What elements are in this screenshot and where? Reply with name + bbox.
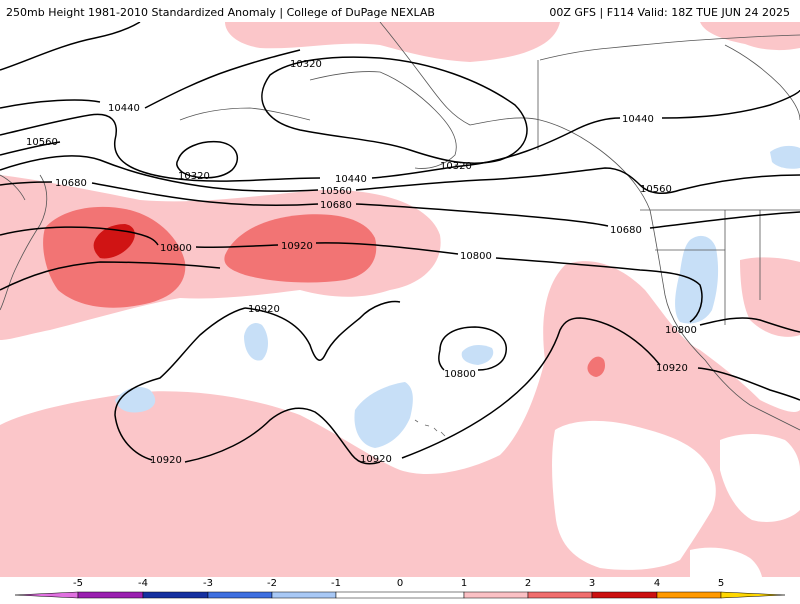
legend-tick: -4 — [138, 578, 148, 589]
height-contours — [0, 22, 800, 465]
contour-label: 10920 — [656, 363, 688, 374]
model-run-info: 00Z GFS | F114 Valid: 18Z TUE JUN 24 202… — [549, 6, 790, 19]
anomaly-fill-positive-2 — [43, 206, 606, 377]
contour-label: 10560 — [26, 137, 58, 148]
legend-tick: 5 — [718, 578, 724, 589]
contour-label: 10920 — [248, 304, 280, 315]
legend-tick: -2 — [267, 578, 277, 589]
contour-label: 10560 — [320, 186, 352, 197]
legend-tick: 3 — [589, 578, 595, 589]
color-scale-legend: -5 -4 -3 -2 -1 0 1 2 3 4 5 — [0, 577, 800, 600]
contour-label: 10920 — [281, 241, 313, 252]
contour-label: 10680 — [320, 200, 352, 211]
contour-label: 10440 — [335, 174, 367, 185]
legend-tick: 1 — [461, 578, 467, 589]
legend-swatch — [591, 591, 658, 599]
anomaly-fill-positive-3 — [93, 224, 135, 259]
legend-tick: -5 — [73, 578, 83, 589]
legend-tick: -3 — [203, 578, 213, 589]
header-bar: 250mb Height 1981-2010 Standardized Anom… — [0, 0, 800, 22]
map-title: 250mb Height 1981-2010 Standardized Anom… — [6, 6, 435, 19]
contour-label: 10800 — [160, 243, 192, 254]
contour-label: 10920 — [360, 454, 392, 465]
anomaly-map: 10440 10320 10320 10320 10440 10440 1056… — [0, 22, 800, 577]
hawaiian-islands — [414, 419, 446, 437]
contour-label: 10560 — [640, 184, 672, 195]
neutral-areas — [552, 420, 800, 577]
legend-swatch — [77, 591, 144, 599]
contour-label: 10800 — [665, 325, 697, 336]
legend-swatch — [335, 591, 465, 599]
contour-label: 10320 — [290, 59, 322, 70]
legend-swatch — [207, 591, 273, 599]
legend-swatch — [720, 591, 786, 599]
coastlines — [0, 22, 800, 431]
contour-labels: 10440 10320 10320 10320 10440 10440 1056… — [26, 59, 697, 466]
legend-tick-labels: -5 -4 -3 -2 -1 0 1 2 3 4 5 — [73, 578, 724, 589]
contour-label: 10440 — [622, 114, 654, 125]
legend-swatch — [463, 591, 529, 599]
contour-label: 10320 — [178, 171, 210, 182]
legend-tick: -1 — [331, 578, 341, 589]
legend-colorbar — [14, 591, 786, 599]
legend-swatch — [14, 591, 79, 599]
legend-tick: 0 — [397, 578, 403, 589]
contour-label: 10440 — [108, 103, 140, 114]
contour-label: 10800 — [444, 369, 476, 380]
legend-swatch — [271, 591, 337, 599]
contour-label: 10680 — [55, 178, 87, 189]
contour-label: 10680 — [610, 225, 642, 236]
legend-swatch — [527, 591, 593, 599]
legend-tick: 2 — [525, 578, 531, 589]
contour-label: 10800 — [460, 251, 492, 262]
legend-swatch — [656, 591, 722, 599]
legend-swatch — [142, 591, 209, 599]
legend-tick: 4 — [654, 578, 660, 589]
contour-label: 10920 — [150, 455, 182, 466]
contour-label: 10320 — [440, 161, 472, 172]
